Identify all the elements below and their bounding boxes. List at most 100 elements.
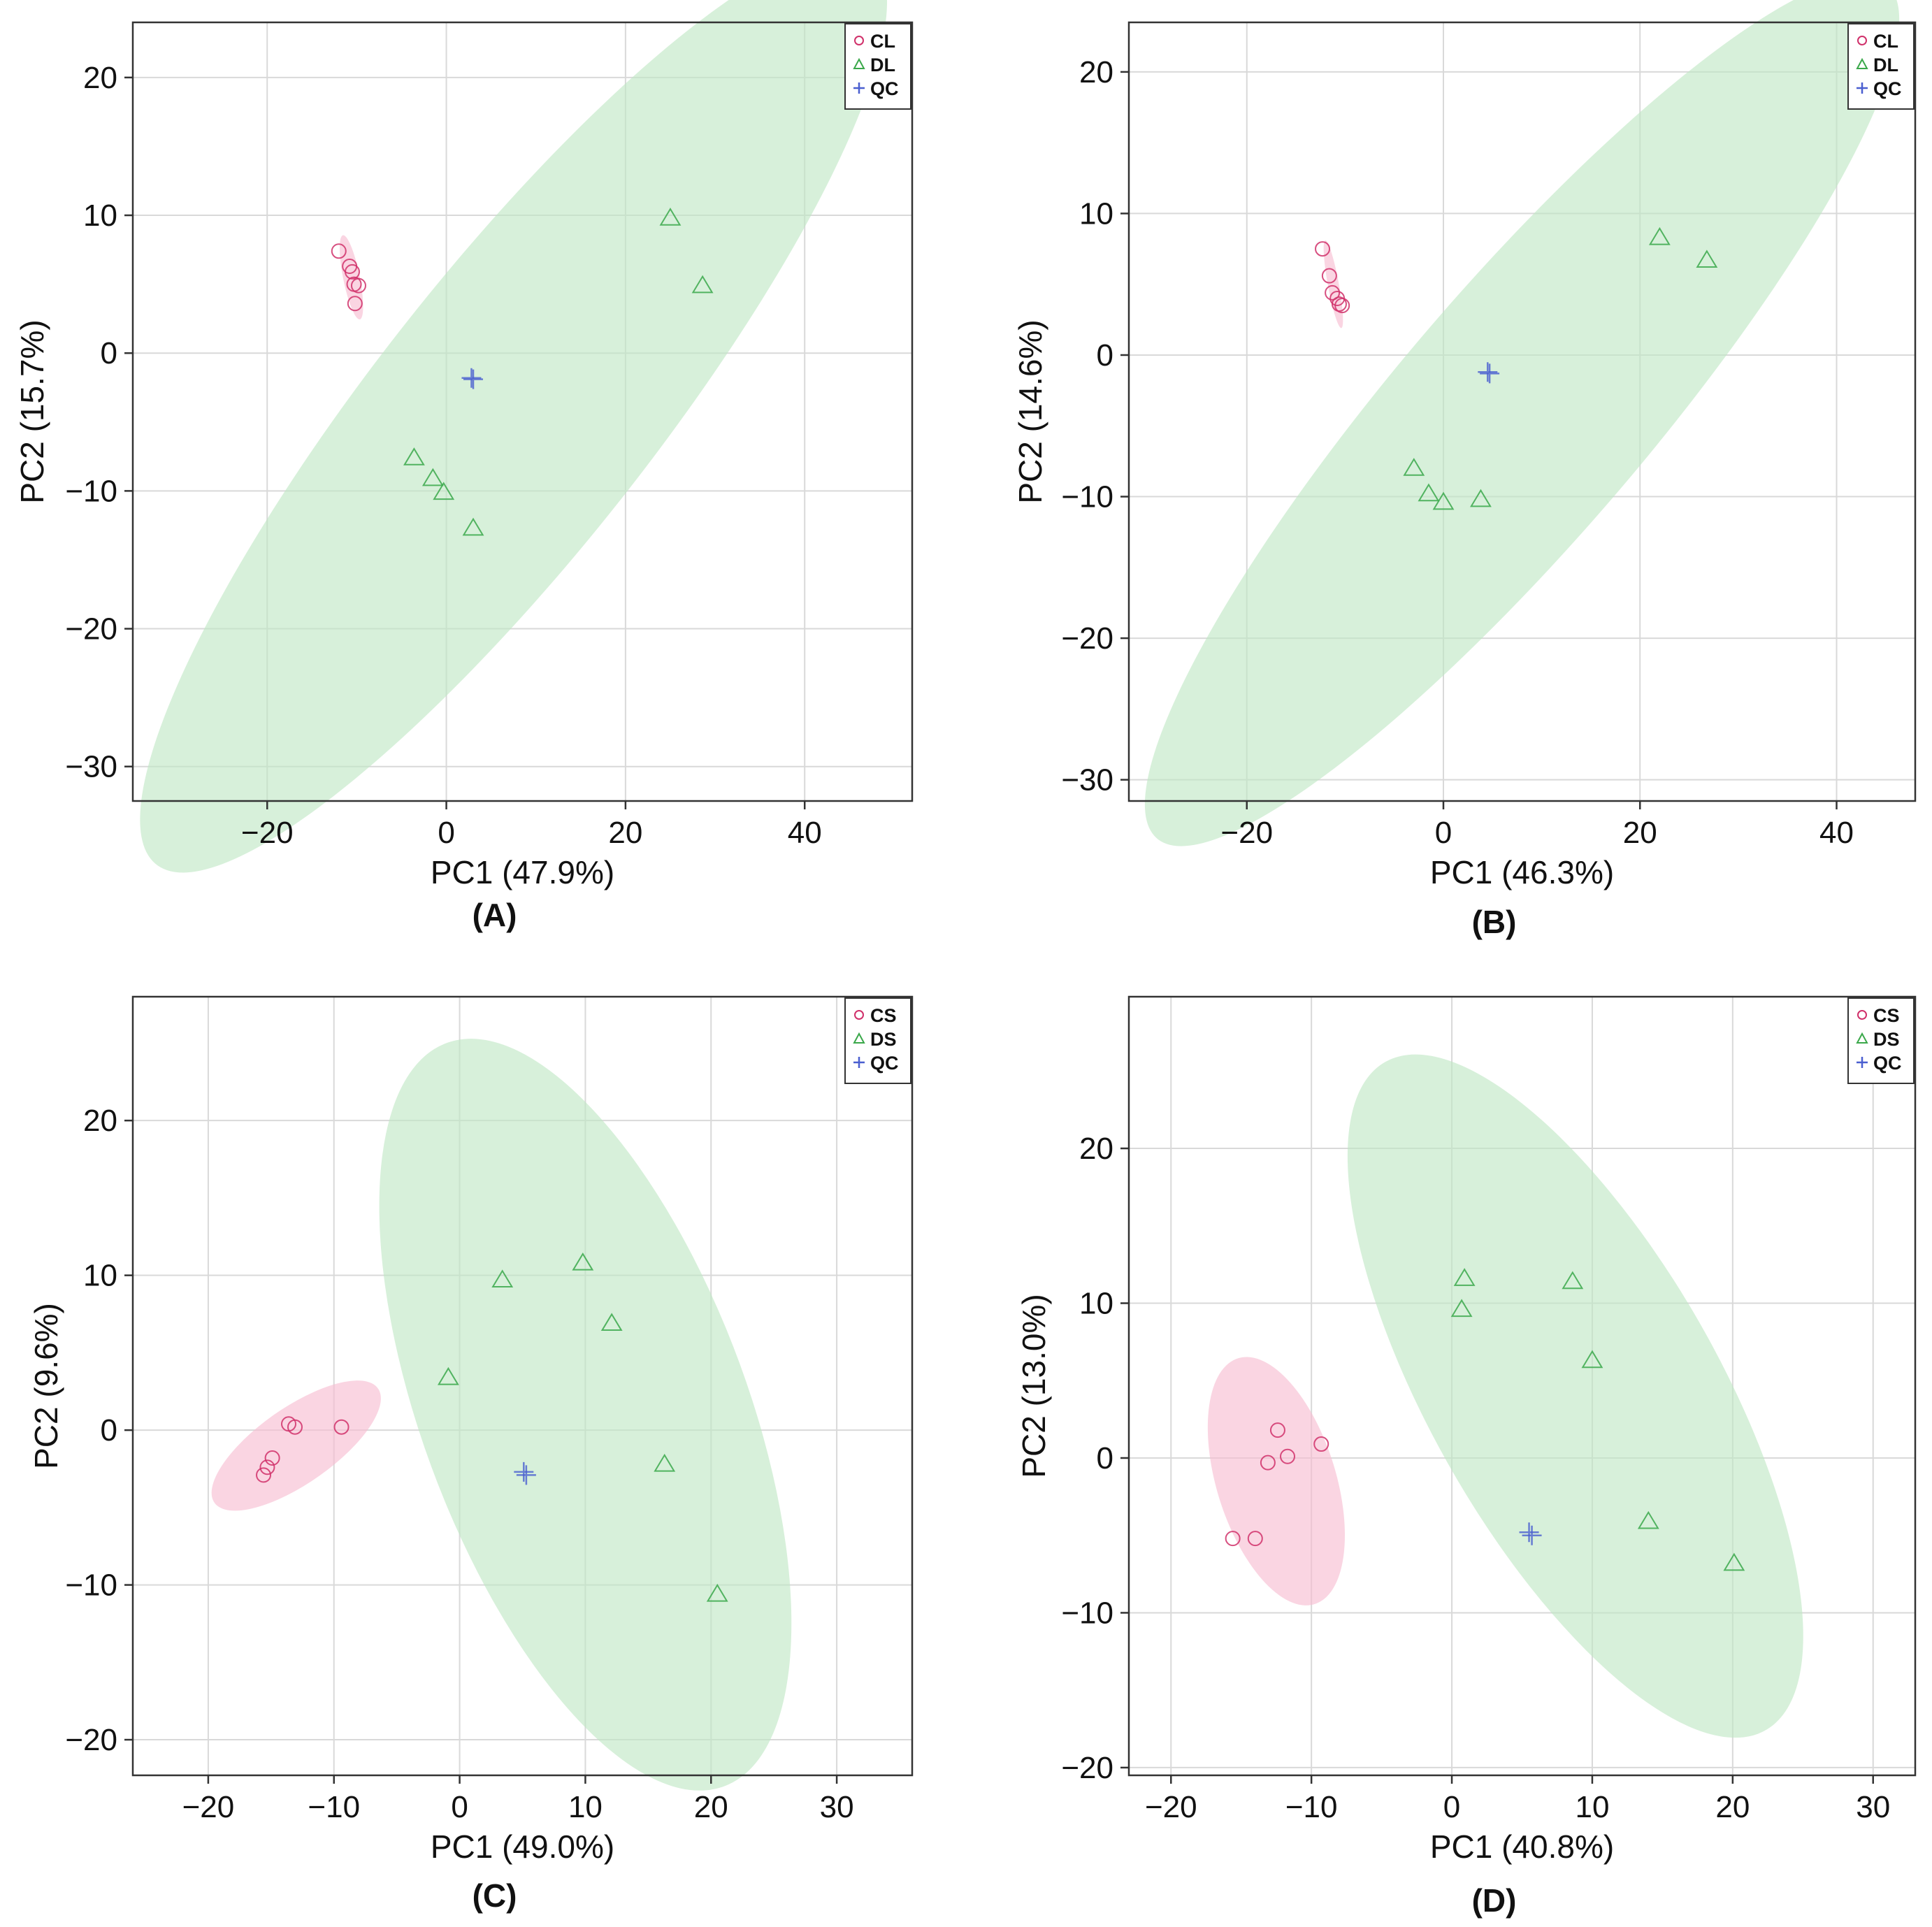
x-tick-label: 0 bbox=[438, 816, 454, 850]
legend-label-cs: CS bbox=[1873, 1005, 1900, 1026]
legend-marker-ds bbox=[1856, 1032, 1868, 1044]
data-point-cs bbox=[264, 1450, 280, 1466]
legend-label-ds: DS bbox=[870, 1029, 897, 1050]
x-axis-label: PC1 (40.8%) bbox=[1430, 1828, 1614, 1865]
data-point-ds bbox=[654, 1453, 676, 1472]
plot-frame bbox=[131, 21, 914, 802]
x-tick-label: 20 bbox=[1715, 1790, 1750, 1824]
legend-label-dl: DL bbox=[870, 55, 895, 75]
y-tick-label: 20 bbox=[1079, 55, 1113, 89]
legend-marker-cl bbox=[854, 36, 864, 45]
y-axis-label: PC2 (15.7%) bbox=[14, 319, 50, 503]
y-tick-label: 0 bbox=[101, 336, 117, 370]
data-point-cl bbox=[344, 264, 360, 280]
x-axis-label: PC1 (47.9%) bbox=[431, 854, 614, 890]
data-point-cs bbox=[1260, 1455, 1276, 1471]
y-tick-label: −10 bbox=[65, 1568, 117, 1603]
legend-label-ds: DS bbox=[1873, 1029, 1900, 1050]
data-point-dl bbox=[1432, 491, 1455, 510]
data-point-cl bbox=[1325, 284, 1341, 301]
legend-marker-qc bbox=[853, 1057, 865, 1068]
data-point-cl bbox=[350, 277, 366, 294]
panel-caption: (C) bbox=[473, 1877, 517, 1914]
y-tick-label: 10 bbox=[83, 1259, 117, 1293]
legend: CS DS QC bbox=[1847, 997, 1915, 1084]
panel-caption: (B) bbox=[1472, 904, 1517, 940]
x-tick-label: 30 bbox=[820, 1790, 854, 1824]
x-tick-label: −20 bbox=[1220, 816, 1273, 850]
confidence-ellipse-dl bbox=[140, 0, 888, 873]
pca-panel-a: −20 0 20 40 −30 −20 −10 0 10 20 PC1 (47.9%) PC2 (15… bbox=[14, 0, 914, 933]
data-point-cs bbox=[333, 1419, 349, 1435]
y-axis-label: PC2 (9.6%) bbox=[28, 1303, 64, 1469]
data-point-ds bbox=[1450, 1299, 1473, 1318]
data-point-cs bbox=[287, 1419, 303, 1435]
x-tick-label: 40 bbox=[1819, 816, 1854, 850]
legend-label-dl: DL bbox=[1873, 55, 1898, 75]
plot-frame bbox=[131, 995, 914, 1777]
x-tick-label: −10 bbox=[1285, 1790, 1338, 1824]
x-tick-label: 0 bbox=[1443, 1790, 1460, 1824]
legend-label-cl: CL bbox=[870, 31, 895, 52]
panel-caption: (D) bbox=[1472, 1882, 1517, 1919]
legend-label-cl: CL bbox=[1873, 31, 1898, 52]
data-point-ds bbox=[1581, 1350, 1603, 1369]
pca-panel-c: −20 −10 0 10 20 30 −20 −10 0 10 20 PC1 (49.0%) PC2 (… bbox=[28, 995, 914, 1914]
y-axis-label: PC2 (14.6%) bbox=[1012, 319, 1048, 503]
data-point-qc bbox=[514, 1462, 534, 1482]
y-axis-label: PC2 (13.0%) bbox=[1016, 1294, 1052, 1478]
y-tick-label: 20 bbox=[83, 1104, 117, 1138]
data-point-cl bbox=[347, 296, 363, 312]
data-point-qc bbox=[516, 1465, 536, 1485]
y-tick-label: −10 bbox=[1061, 1596, 1113, 1630]
data-point-ds bbox=[1637, 1510, 1659, 1529]
y-tick-label: 10 bbox=[1079, 196, 1113, 231]
y-tick-label: −20 bbox=[65, 1723, 117, 1757]
y-tick-label: 0 bbox=[1097, 338, 1113, 373]
data-point-qc bbox=[1519, 1522, 1539, 1543]
data-point-ds bbox=[491, 1269, 514, 1288]
legend-label-qc: QC bbox=[1873, 78, 1902, 99]
x-tick-label: 20 bbox=[608, 816, 642, 850]
confidence-ellipse-cs bbox=[211, 1380, 381, 1511]
panel-caption: (A) bbox=[473, 897, 517, 933]
data-point-dl bbox=[1470, 489, 1492, 507]
data-point-qc bbox=[1478, 362, 1498, 382]
x-tick-label: 40 bbox=[788, 816, 822, 850]
y-tick-label: −20 bbox=[1061, 621, 1113, 656]
x-tick-label: 20 bbox=[694, 1790, 728, 1824]
data-point-ds bbox=[1453, 1268, 1476, 1286]
x-tick-label: 10 bbox=[568, 1790, 603, 1824]
data-point-ds bbox=[1723, 1552, 1745, 1571]
data-point-cl bbox=[1321, 268, 1337, 284]
data-point-cs bbox=[1269, 1422, 1285, 1438]
data-point-dl bbox=[1648, 226, 1671, 245]
legend-marker-dl bbox=[853, 57, 865, 69]
legend-marker-cs bbox=[854, 1010, 864, 1020]
data-point-ds bbox=[437, 1366, 459, 1385]
y-tick-label: −10 bbox=[1061, 480, 1113, 514]
data-point-dl bbox=[433, 482, 455, 500]
data-point-qc bbox=[461, 368, 482, 388]
data-point-dl bbox=[462, 517, 484, 536]
data-point-ds bbox=[706, 1583, 728, 1602]
legend: CL DL QC bbox=[844, 23, 911, 110]
y-tick-label: 20 bbox=[1079, 1132, 1113, 1166]
confidence-ellipse-dl bbox=[1144, 0, 1900, 846]
y-tick-label: 20 bbox=[83, 61, 117, 95]
y-tick-label: −20 bbox=[65, 612, 117, 647]
y-tick-label: −30 bbox=[1061, 763, 1113, 797]
confidence-ellipse-cs bbox=[1207, 1357, 1346, 1605]
confidence-ellipse-ds bbox=[1347, 1054, 1803, 1738]
data-point-ds bbox=[600, 1313, 623, 1331]
plot-frame bbox=[1127, 21, 1917, 802]
legend-marker-qc bbox=[1857, 82, 1868, 94]
x-tick-label: −20 bbox=[241, 816, 294, 850]
x-tick-label: 20 bbox=[1623, 816, 1657, 850]
data-point-cl bbox=[331, 243, 347, 259]
y-tick-label: 10 bbox=[1079, 1287, 1113, 1321]
x-tick-label: 30 bbox=[1856, 1790, 1890, 1824]
data-point-cl bbox=[1334, 298, 1350, 314]
x-tick-label: −20 bbox=[1145, 1790, 1197, 1824]
